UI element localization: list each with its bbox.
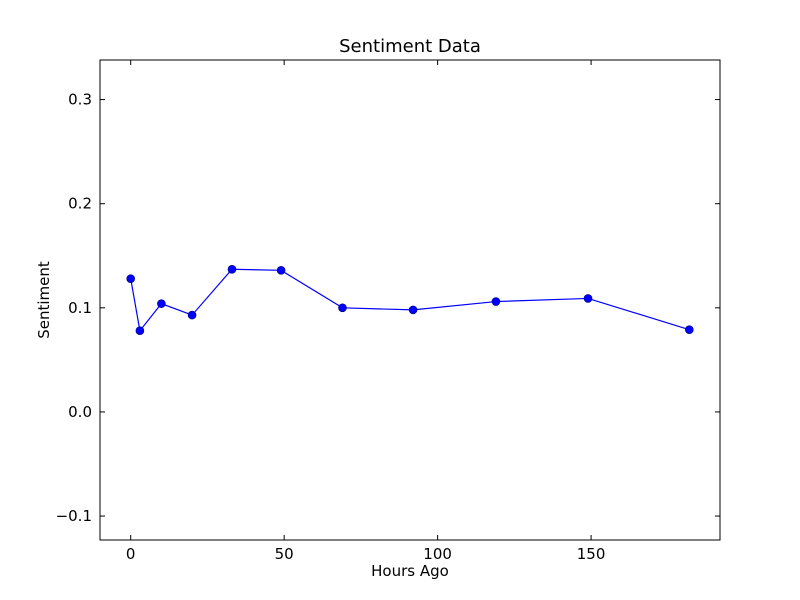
y-tick-label: 0.3 bbox=[68, 91, 92, 109]
data-point bbox=[135, 326, 145, 336]
data-point bbox=[157, 299, 166, 308]
x-axis-ticks: 0 50 100 150 bbox=[126, 60, 605, 563]
data-point bbox=[227, 264, 237, 274]
chart-title: Sentiment Data bbox=[339, 36, 481, 57]
plot-frame bbox=[99, 59, 721, 541]
data-point bbox=[126, 274, 135, 283]
data-point bbox=[491, 297, 501, 306]
data-point bbox=[187, 310, 197, 320]
x-tick-label: 0 bbox=[126, 545, 136, 563]
data-point bbox=[338, 303, 347, 313]
y-axis-ticks: −0.1 0.0 0.1 0.2 0.3 bbox=[56, 91, 720, 525]
data-point bbox=[408, 305, 418, 315]
x-tick-label: 100 bbox=[423, 545, 452, 563]
y-tick-label: 0.2 bbox=[68, 195, 92, 213]
data-point bbox=[583, 294, 593, 303]
series-layer bbox=[126, 264, 694, 336]
y-tick-label: −0.1 bbox=[56, 507, 92, 525]
y-tick-label: 0.1 bbox=[68, 299, 92, 317]
y-axis-label: Sentiment bbox=[35, 261, 53, 339]
x-tick-label: 50 bbox=[275, 545, 294, 563]
x-axis-label: Hours Ago bbox=[371, 562, 449, 580]
y-tick-label: 0.0 bbox=[68, 403, 92, 421]
x-tick-label: 150 bbox=[577, 545, 606, 563]
data-point bbox=[276, 266, 286, 275]
plot-area bbox=[99, 59, 721, 541]
data-point bbox=[685, 325, 694, 334]
